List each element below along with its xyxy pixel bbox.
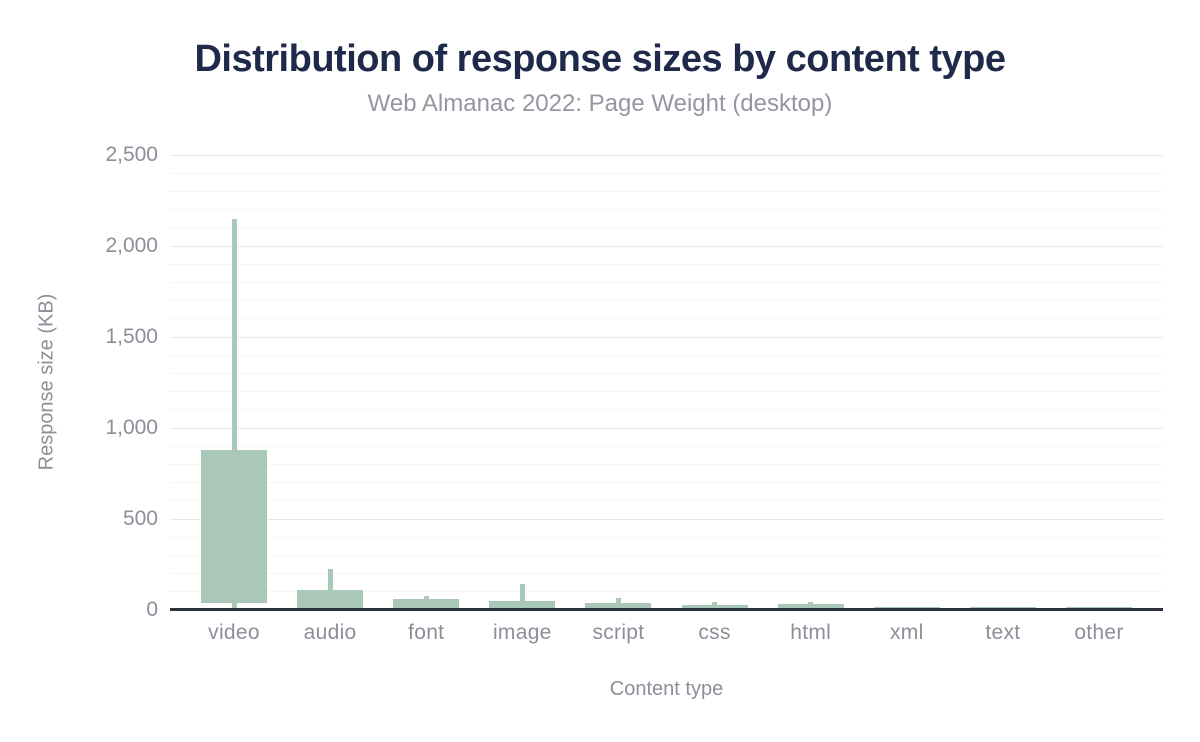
x-category-label: font <box>408 621 445 644</box>
box <box>201 450 267 604</box>
x-category-label: image <box>492 621 552 644</box>
gridline-minor <box>170 573 1163 575</box>
y-tick-label: 1,500 <box>105 325 158 348</box>
gridline-major <box>170 154 1163 156</box>
gridline-minor <box>170 190 1163 192</box>
gridline-major <box>170 427 1163 429</box>
y-tick-label: 1,000 <box>105 416 158 439</box>
gridline-major <box>170 518 1163 520</box>
gridline-minor <box>170 209 1163 211</box>
gridline-minor <box>170 554 1163 556</box>
y-tick-label: 500 <box>122 507 158 530</box>
chart-subtitle: Web Almanac 2022: Page Weight (desktop) <box>367 90 833 117</box>
x-category-label: video <box>208 621 260 644</box>
box <box>489 600 556 610</box>
gridline-minor <box>170 263 1163 265</box>
box <box>777 604 844 610</box>
gridline-minor <box>170 372 1163 374</box>
gridline-minor <box>170 318 1163 320</box>
gridline-minor <box>170 500 1163 502</box>
gridline-minor <box>170 463 1163 465</box>
box <box>681 604 748 610</box>
x-axis-line <box>170 608 1163 611</box>
gridline-minor <box>170 391 1163 393</box>
y-tick-label: 2,000 <box>105 234 158 257</box>
x-category-label: other <box>1074 621 1124 644</box>
x-category-label: script <box>592 621 645 644</box>
gridline-minor <box>170 482 1163 484</box>
x-category-label: xml <box>889 621 924 644</box>
gridline-minor <box>170 300 1163 302</box>
whisker <box>327 568 333 610</box>
box <box>297 589 364 610</box>
gridline-minor <box>170 227 1163 229</box>
gridline-minor <box>170 536 1163 538</box>
box <box>585 603 652 610</box>
gridline-minor <box>170 354 1163 356</box>
whisker <box>231 218 237 610</box>
y-tick-label: 2,500 <box>105 143 158 166</box>
gridline-major <box>170 245 1163 247</box>
box <box>393 598 460 608</box>
x-category-label: text <box>985 621 1021 644</box>
whisker <box>519 583 525 610</box>
gridline-minor <box>170 409 1163 411</box>
gridline-minor <box>170 281 1163 283</box>
gridline-minor <box>170 172 1163 174</box>
x-category-label: css <box>698 621 731 644</box>
y-tick-label: 0 <box>146 598 158 621</box>
x-category-label: audio <box>303 621 357 644</box>
x-category-label: html <box>790 621 832 644</box>
gridline-minor <box>170 445 1163 447</box>
x-axis-title: Content type <box>609 678 724 700</box>
gridline-major <box>170 336 1163 338</box>
chart-title: Distribution of response sizes by conten… <box>194 38 1006 80</box>
gridline-minor <box>170 591 1163 593</box>
